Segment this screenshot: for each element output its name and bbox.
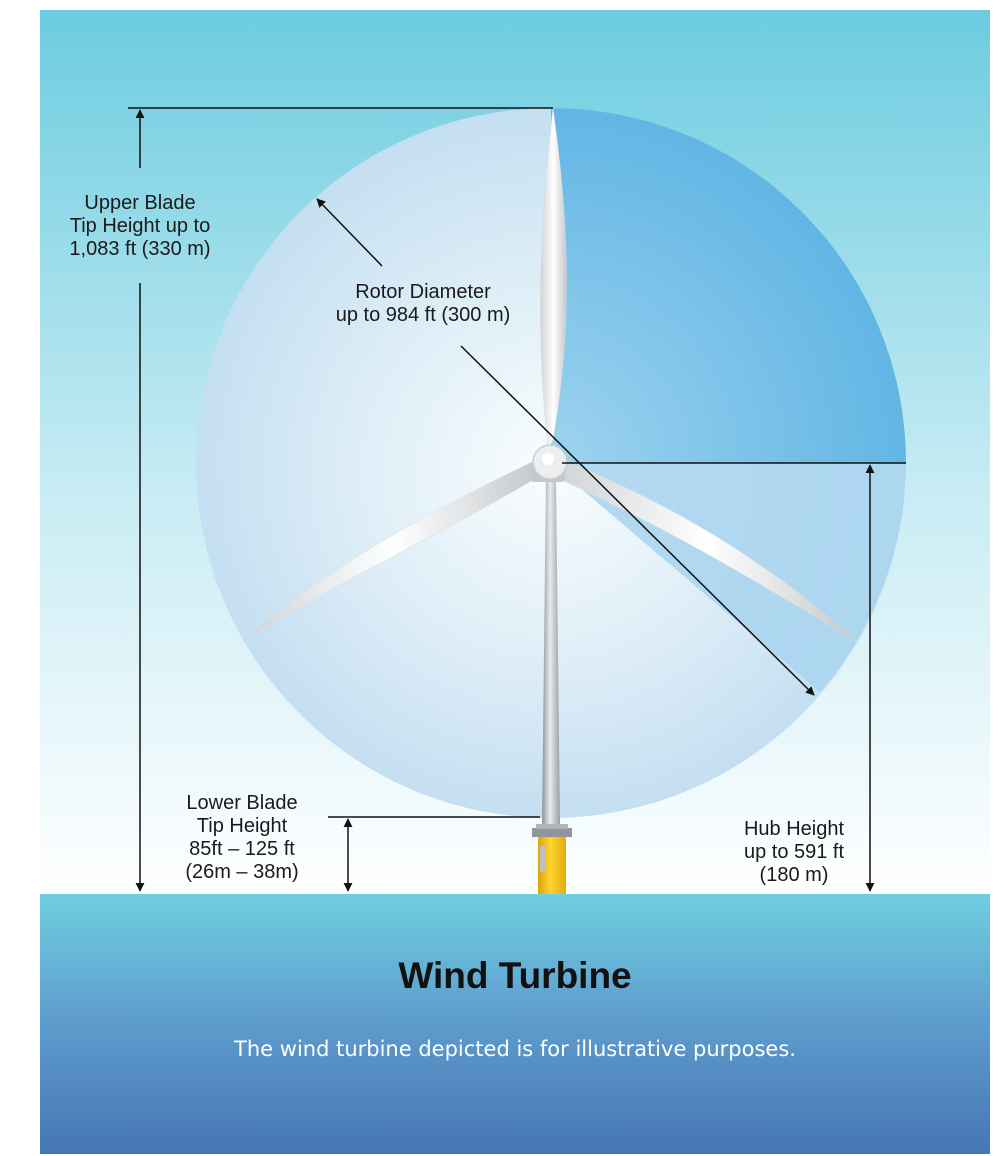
rotor-diameter-line-2: up to 984 ft (300 m) [335,304,511,326]
lower-blade-line-3: 85ft – 125 ft [189,838,295,860]
rotor-hub [531,444,568,482]
upper-blade-line-3: 1,083 ft (330 m) [69,238,211,260]
dimension-lines [128,107,906,892]
tower [542,478,560,824]
lower-blade-line-2: Tip Height [196,815,288,837]
rotor-diameter-label: Rotor Diameter up to 984 ft (300 m) [313,281,533,327]
rotor-diameter-line-1: Rotor Diameter [355,281,491,303]
rotor-diameter-arrow-lower [460,345,815,696]
foundation-monopile [532,824,572,894]
turbine-blades [242,107,861,645]
lower-blade-tip-height-label: Lower Blade Tip Height 85ft – 125 ft (26… [162,792,322,884]
upper-blade-line-2: Tip Height up to [69,215,211,237]
rotor-diameter-arrow-upper [316,198,383,267]
hub-height-line-1: Hub Height [743,818,845,840]
hub-height-label: Hub Height up to 591 ft (180 m) [724,818,864,887]
upper-blade-line-1: Upper Blade [84,192,196,214]
hub-height-line-2: up to 591 ft [743,841,845,863]
diagram-title: Wind Turbine [398,955,632,996]
sea-band [40,894,990,1154]
lower-blade-line-1: Lower Blade [186,792,298,814]
upper-blade-tip-height-label: Upper Blade Tip Height up to 1,083 ft (3… [40,192,240,261]
lower-blade-line-4: (26m – 38m) [185,861,299,883]
illustrative-disclaimer: The wind turbine depicted is for illustr… [234,1037,796,1061]
hub-height-line-3: (180 m) [759,864,829,886]
